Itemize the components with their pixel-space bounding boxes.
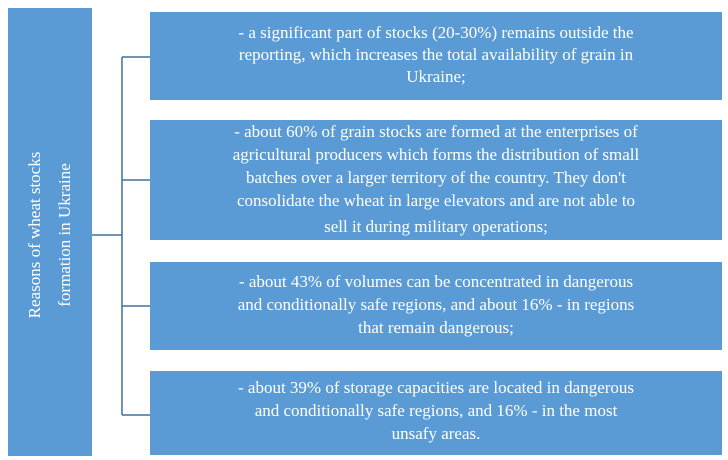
node-text: and conditionally safe regions, and abou… — [238, 295, 635, 314]
node-text: - about 39% of storage capacities are lo… — [238, 378, 634, 397]
node-text: - about 43% of volumes can be concentrat… — [239, 272, 633, 291]
node-text: consolidate the wheat in large elevators… — [237, 191, 635, 210]
connector — [92, 56, 150, 416]
node-text: sell it during military operations; — [324, 217, 548, 236]
node-text: reporting, which increases the total ava… — [239, 45, 634, 64]
node-text: batches over a larger territory of the c… — [246, 168, 626, 187]
node: - about 39% of storage capacities are lo… — [150, 371, 722, 455]
root-box — [8, 8, 92, 456]
node: - about 43% of volumes can be concentrat… — [150, 262, 722, 350]
root-label: Reasons of wheat stocks — [25, 152, 44, 319]
node-text: agricultural producers which forms the d… — [233, 145, 640, 164]
node: - about 60% of grain stocks are formed a… — [150, 120, 722, 240]
node-text: that remain dangerous; — [358, 318, 514, 337]
node-box — [150, 262, 722, 350]
node-box — [150, 12, 722, 100]
node-text: unsafy areas. — [392, 424, 481, 443]
node: - a significant part of stocks (20-30%) … — [150, 12, 722, 100]
node-text: and conditionally safe regions, and 16% … — [255, 401, 618, 420]
node-box — [150, 120, 722, 240]
node-text: - a significant part of stocks (20-30%) … — [238, 23, 633, 42]
node-text: Ukraine; — [406, 67, 465, 86]
root-label: formation in Ukraine — [55, 163, 74, 307]
node-box — [150, 371, 722, 455]
node-text: - about 60% of grain stocks are formed a… — [234, 122, 638, 141]
